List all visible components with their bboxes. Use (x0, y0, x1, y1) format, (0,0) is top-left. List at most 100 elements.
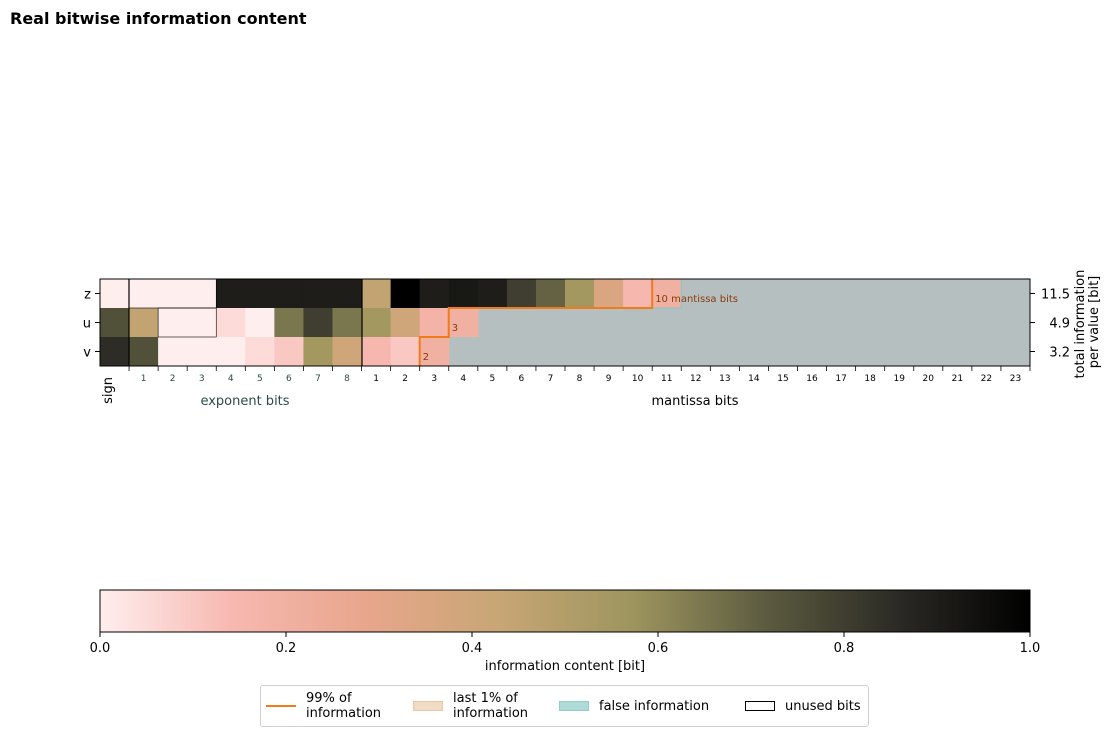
heatmap-cell (506, 279, 537, 308)
heatmap-cell (419, 308, 450, 337)
colorbar-tick-label: 0.2 (276, 641, 297, 656)
exponent-tick-label: 6 (286, 374, 292, 384)
row-total: 11.5 (1041, 288, 1070, 303)
heatmap-cell (332, 279, 363, 308)
heatmap-cell (100, 308, 130, 337)
keepbits-annotation: 3 (452, 323, 458, 334)
mantissa-tick-label: 23 (1010, 374, 1021, 384)
heatmap-cell (187, 308, 217, 337)
heatmap-cell (216, 308, 246, 337)
mantissa-tick-label: 7 (548, 374, 554, 384)
legend-label: false information (599, 698, 710, 714)
exponent-tick-label: 4 (228, 374, 234, 384)
right-axis-label: total information per value [bit] (1073, 265, 1102, 378)
heatmap-cell (100, 279, 130, 308)
mantissa-tick-label: 21 (952, 374, 963, 384)
heatmap-cell (158, 308, 188, 337)
heatmap-cell (390, 337, 421, 366)
heatmap-cell (361, 337, 392, 366)
heatmap-cell (245, 279, 275, 308)
colorbar-tick-label: 0.8 (834, 641, 855, 656)
mantissa-tick-label: 8 (577, 374, 583, 384)
heatmap-cell (419, 279, 450, 308)
keepbits-annotation: 10 mantissa bits (655, 294, 738, 305)
mantissa-tick-label: 16 (806, 374, 818, 384)
mantissa-tick-label: 11 (661, 374, 672, 384)
bit-ticks: 1 2 3 4 5 6 7 8 1 2 3 4 5 6 7 8 9 10 11 12 13 14 15 16 17 18 19 20 2… (128, 366, 1031, 384)
chart-title: Real bitwise information content (10, 9, 307, 28)
heatmap-cells (100, 279, 1030, 366)
heatmap-cell (361, 308, 392, 337)
row-labels: zuv (83, 288, 100, 361)
mantissa-tick-label: 1 (373, 374, 379, 384)
colorbar-tick-label: 0.6 (648, 641, 669, 656)
heatmap-cell (216, 337, 246, 366)
colorbar-tick-label: 0.4 (462, 641, 483, 656)
colorbar-tick-label: 0.0 (90, 641, 111, 656)
heatmap-cell (274, 308, 305, 337)
exponent-tick-label: 1 (141, 374, 147, 384)
sign-label: sign (101, 377, 116, 404)
legend-label: unused bits (785, 698, 861, 714)
colorbar-label: information content [bit] (485, 659, 645, 674)
false-information-region (681, 279, 1030, 308)
heatmap-cell (448, 308, 479, 337)
mantissa-tick-label: 9 (606, 374, 612, 384)
mantissa-tick-label: 4 (460, 374, 466, 384)
mantissa-tick-label: 22 (981, 374, 992, 384)
exponent-tick-label: 7 (315, 374, 321, 384)
legend: 99% of information last 1% of informatio… (260, 685, 869, 727)
mantissa-tick-label: 18 (864, 374, 876, 384)
heatmap-cell (652, 279, 682, 308)
heatmap-cell (303, 308, 334, 337)
mantissa-tick-label: 15 (777, 374, 788, 384)
heatmap-cell (448, 279, 479, 308)
row-total: 3.2 (1049, 346, 1070, 361)
heatmap-cell (332, 337, 363, 366)
mantissa-tick-label: 6 (519, 374, 525, 384)
heatmap-cell (216, 279, 246, 308)
mantissa-tick-label: 13 (719, 374, 730, 384)
heatmap-cell (361, 279, 392, 308)
mantissa-tick-label: 17 (835, 374, 846, 384)
mantissa-tick-label: 20 (923, 374, 935, 384)
bitwise-information-chart: Real bitwise information content 10 mant… (10, 9, 1102, 674)
exponent-tick-label: 2 (170, 374, 176, 384)
legend-swatch-false (559, 701, 589, 711)
heatmap-cell (390, 308, 421, 337)
heatmap-cell (419, 337, 450, 366)
heatmap-cell (390, 279, 421, 308)
legend-swatch-last1pct (413, 701, 443, 711)
legend-item-99pct: 99% of information (266, 686, 381, 726)
false-information-region (448, 337, 1030, 366)
heatmap-cell (565, 279, 595, 308)
mantissa-tick-label: 19 (893, 374, 905, 384)
heatmap-cell (303, 279, 334, 308)
heatmap-cell (477, 279, 508, 308)
heatmap-cell (535, 279, 566, 308)
exponent-tick-label: 3 (199, 374, 205, 384)
mantissa-tick-label: 5 (489, 374, 495, 384)
colorbar (99, 589, 1031, 633)
false-information-region (477, 308, 1030, 337)
heatmap-cell (303, 337, 334, 366)
heatmap-cell (187, 337, 217, 366)
mantissa-tick-label: 10 (632, 374, 644, 384)
mantissa-tick-label: 3 (431, 374, 437, 384)
legend-swatch-unused (745, 701, 775, 711)
legend-item-false-information: false information (559, 686, 709, 726)
row-totals: 11.5 4.9 3.2 (1030, 288, 1070, 361)
heatmap-cell (129, 308, 159, 337)
legend-swatch-line (266, 705, 296, 707)
heatmap-cell (332, 308, 363, 337)
heatmap-cell (100, 337, 130, 366)
heatmap-cell (274, 279, 305, 308)
mantissa-tick-label: 2 (402, 374, 408, 384)
mantissa-tick-label: 14 (748, 374, 760, 384)
legend-label: last 1% of information (453, 691, 529, 721)
legend-label: 99% of information (306, 691, 382, 721)
heatmap-cell (187, 279, 217, 308)
heatmap-cell (158, 279, 188, 308)
mantissa-tick-label: 12 (690, 374, 701, 384)
heatmap-cell (594, 279, 624, 308)
